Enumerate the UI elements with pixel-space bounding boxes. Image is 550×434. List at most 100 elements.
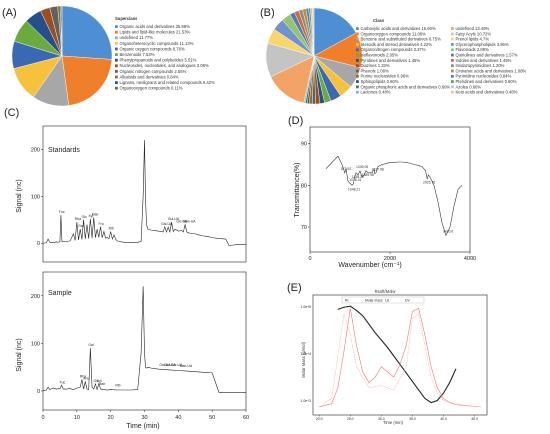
c-xtick-label-1: 10: [74, 415, 80, 421]
sec-legend-item-3: UV: [405, 299, 410, 303]
pie-a-legend-swatch-4: [115, 47, 118, 51]
c-ytick-label-0-2: 200: [31, 147, 40, 153]
ftir-annotation-4: 1249.05: [356, 165, 368, 169]
e-xtick-label-5: 45.0: [471, 417, 478, 421]
pie-b-legend-label-0: Carboxylic acids and derivatives 15.90%: [361, 26, 436, 31]
e-xtick-label-2: 30.0: [378, 417, 385, 421]
pie-b-legend-label-18: Quinolines and derivatives 1.57%: [456, 53, 518, 58]
c-standards-peak-7: Rib: [109, 227, 114, 231]
c-standards-peak-11: Man-UA: [183, 219, 196, 223]
c-sample-peak-3: Gal: [88, 343, 94, 347]
pie-a-legend-swatch-9: [115, 75, 118, 79]
pie-b-legend-label-6: Pyridines and derivatives 1.45%: [361, 58, 421, 63]
sec-legend: RI Molar mass LS UV: [341, 296, 425, 304]
pie-b-legend-label-4: Organonitrogen compounds 3.37%: [361, 47, 426, 52]
pie-b-legend-swatch-0: [356, 27, 359, 30]
ftir-annotation-5: 1389.98: [362, 173, 374, 177]
pie-a-legend-swatch-3: [115, 42, 118, 45]
pie-b-legend-swatch-7: [356, 64, 359, 68]
pie-b-legend-swatch-19: [451, 59, 454, 62]
pie-b-legend-label-9: Purine nucleosides 0.96%: [361, 74, 410, 79]
pie-a-legend-label-5: Benzenoids 7.53%: [120, 52, 155, 57]
sec-frame: [312, 294, 488, 416]
panel-label-b: (B): [260, 7, 275, 19]
c-sample-peak-2: Ara: [83, 376, 88, 380]
pie-a-slice-1: [61, 55, 113, 106]
e-xtick-label-0: 20.0: [316, 417, 323, 421]
pie-b-legend-label-14: Fatty Acyls 10.72%: [456, 31, 492, 36]
c-xtick-label-3: 30: [141, 415, 147, 421]
pie-b-legend-swatch-24: [451, 85, 454, 89]
sec-chart-e: RI Molar mass LS UV 1.0e+3 1.0e+4 1.0e+5 20.0 25…: [301, 294, 488, 421]
pie-a-legend-swatch-5: [115, 53, 118, 56]
pie-b-legend-label-17: Flavonoids 2.89%: [456, 47, 490, 52]
pie-b-slice-0: [313, 7, 357, 57]
pie-b-legend-swatch-4: [356, 48, 359, 52]
pie-b-legend-label-24: Azoles 0.60%: [456, 84, 482, 89]
pie-a-legend-label-9: Alkaloids and derivatives 0.84%: [120, 74, 179, 79]
c-standards-peak-3: Glc: [82, 215, 87, 219]
chromatogram-line-0: [42, 140, 246, 246]
pie-b-legend-label-7: Diazines 1.33%: [361, 63, 390, 68]
sec-legend-item-1: Molar mass: [365, 299, 383, 303]
pie-b-legend-swatch-8: [356, 69, 359, 73]
sec-legend-item-0: RI: [345, 299, 348, 303]
pie-b-legend-swatch-16: [451, 43, 454, 46]
c-sample-peak-7: Rib: [115, 384, 120, 388]
c-standards-peak-6: Fru: [99, 222, 104, 226]
ftir-annotation-8: 3420.6: [443, 229, 453, 233]
pie-a-legend-label-7: Nucleosides, nucleotides, and analogues …: [120, 63, 209, 68]
legend-title-b: Class: [373, 18, 385, 23]
pie-a-legend-swatch-6: [115, 58, 118, 62]
chromatogram-frame-0: [42, 125, 247, 263]
pie-a-legend-swatch-10: [115, 81, 118, 84]
e-xtick-label-1: 25.0: [347, 417, 354, 421]
pie-a-legend-swatch-8: [115, 70, 118, 73]
pie-b-legend-swatch-11: [356, 85, 359, 89]
pie-b-legend-swatch-3: [356, 43, 359, 46]
pie-b-legend-swatch-14: [451, 32, 454, 36]
pie-b-legend-swatch-17: [451, 48, 454, 52]
legend-a: Organic acids and derivatives 25.88%Lipi…: [115, 24, 215, 91]
panel-label-e: (E): [287, 282, 302, 294]
sec-series-1: [319, 307, 481, 408]
ylabel-sample: Signal (nc): [16, 338, 23, 371]
ylabel-d: Transmittance(%): [294, 163, 301, 218]
c-sample-peak-4: Glc: [93, 379, 98, 383]
c-sample-peak-5: Xyl: [97, 379, 102, 383]
subplot-title-sample: Sample: [48, 290, 72, 297]
c-sample-peak-6: Man: [99, 382, 106, 386]
pie-a-legend-label-0: Organic acids and derivatives 25.88%: [120, 24, 191, 29]
pie-b-legend-swatch-18: [451, 53, 454, 57]
pie-b-legend-swatch-12: [356, 90, 359, 94]
pie-a-legend-label-3: Organoheterocyclic compounds 11.13%: [120, 41, 194, 46]
pie-a-legend-swatch-1: [115, 30, 118, 34]
d-ytick-label-2: 90: [301, 142, 307, 148]
ftir-annotation-3: 1148.25: [352, 175, 364, 179]
pie-chart-a: [11, 5, 113, 107]
ftir-annotation-6: 1637.98: [372, 168, 384, 172]
panel-label-a: (A): [2, 7, 17, 19]
pie-a-legend-label-11: Organooxygen compounds 0.11%: [120, 86, 183, 91]
pie-b-legend-swatch-20: [451, 64, 454, 68]
e-ytick-label-1: 1.0e+4: [301, 352, 312, 356]
c-standards-peak-1: Rha: [75, 217, 81, 221]
c-standards-peak-8: Gal-UA: [161, 222, 173, 226]
pie-b-legend-swatch-22: [451, 74, 454, 78]
pie-b-legend-label-11: Organic phosphoric acids and derivatives…: [361, 84, 451, 89]
c-standards-peak-5: Man: [92, 212, 99, 216]
d-ytick-label-0: 70: [301, 225, 307, 231]
e-xtick-label-4: 40.0: [440, 417, 447, 421]
subplot-title-standards: Standards: [48, 147, 80, 154]
pie-a-legend-label-8: Organic nitrogen compounds 2.55%: [120, 69, 187, 74]
e-xtick-label-3: 35.0: [409, 417, 416, 421]
pie-b-legend-swatch-10: [356, 80, 359, 83]
pie-a-slice-0: [61, 5, 113, 60]
pie-b-legend-label-10: Sphingolipids 0.60%: [361, 79, 399, 84]
pie-a-legend-label-6: Phenylpropanoids and polyketides 5.51%: [120, 58, 197, 63]
c-xtick-label-0: 0: [41, 415, 44, 421]
ylabel-e: Molar Mass (g/mol): [301, 341, 306, 377]
xlabel-d: Wavenumber (cm⁻¹): [338, 262, 401, 269]
